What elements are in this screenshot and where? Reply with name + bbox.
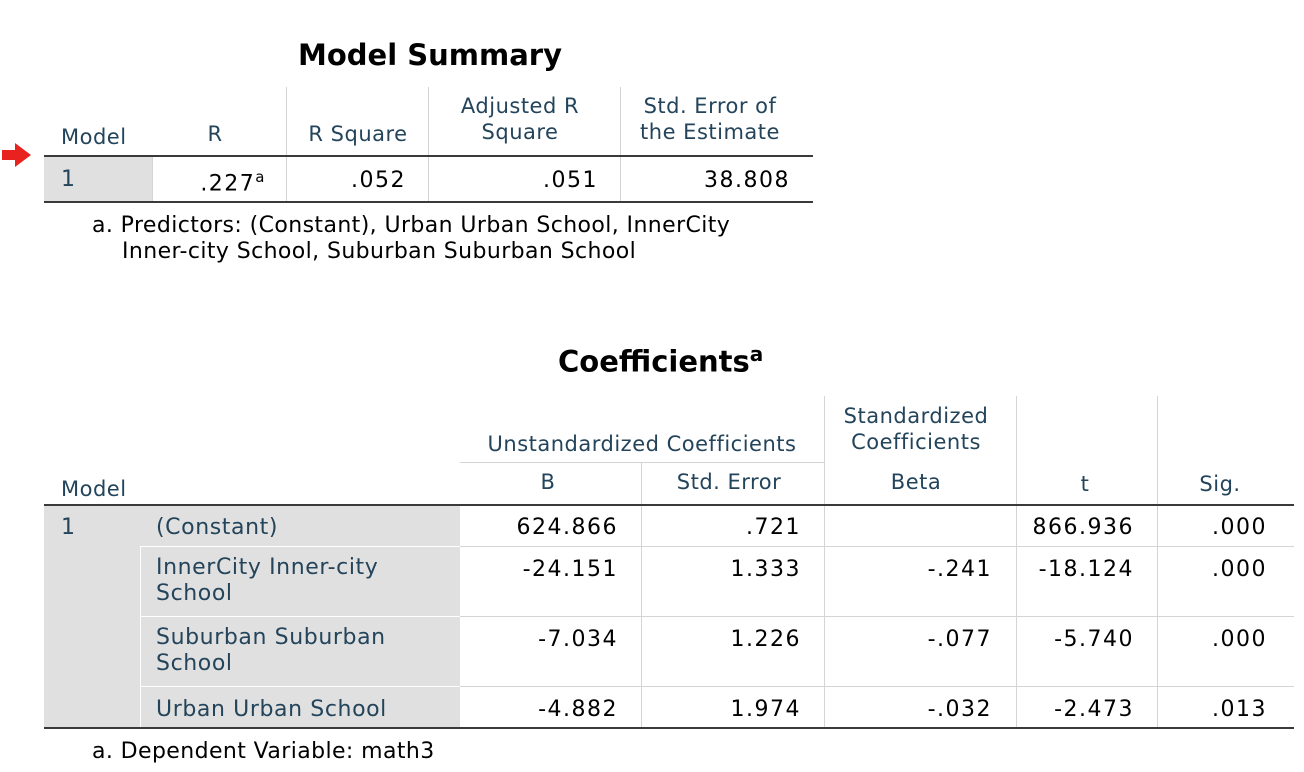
ms-header-rule [44,155,813,157]
coef-cell-b: -7.034 [538,627,618,652]
ms-footnote-line1: a. Predictors: (Constant), Urban Urban S… [92,213,731,238]
coef-header-std-error: Std. Error [676,470,782,494]
coef-header-divider [824,396,825,504]
coef-cell-std-error: .721 [746,515,801,540]
ms-value-r-square: .052 [351,168,406,193]
model-summary-title: Model Summary [298,38,562,72]
ms-row-divider [428,157,429,201]
coef-header-span-rule [460,462,824,463]
ms-model-cell-shade [44,157,152,201]
coef-row-rule [140,546,1294,547]
coef-header-b: B [540,470,556,494]
coef-cell-sig: .000 [1212,627,1267,652]
coef-cell-std-error: 1.226 [730,627,801,652]
coef-cell-sig: .000 [1212,557,1267,582]
ms-footnote: a. Predictors: (Constant), Urban Urban S… [92,213,730,265]
coef-cell-std-error: 1.333 [730,557,801,582]
coefficients-title: Coefficientsa [558,342,763,379]
coef-cell-t: -2.473 [1054,697,1134,722]
ms-value-r-footnote-mark: a [255,168,266,186]
coef-col-divider [1157,506,1158,727]
arrow-right-icon [2,143,31,167]
ms-bottom-rule [44,201,813,203]
coef-row-rule-shade [140,546,460,547]
ms-header-r: R [207,122,223,146]
coef-row-label: Suburban Suburban School [156,625,386,676]
coef-cell-b: 624.866 [516,515,618,540]
coefficients-title-text: Coefficients [558,344,750,379]
ms-header-divider [286,87,287,155]
coef-row-rule-shade [140,616,460,617]
coef-cell-t: 866.936 [1032,515,1134,540]
coef-header-divider [1157,396,1158,504]
coef-header-standardized: Standardized Coefficients [843,404,989,454]
ms-header-std-error: Std. Error of the Estimate [640,94,780,144]
coef-model-divider [140,546,141,727]
coef-row-label: (Constant) [156,515,279,540]
coef-cell-std-error: 1.974 [730,697,801,722]
coef-bottom-rule [44,727,1294,729]
coef-footnote: a. Dependent Variable: math3 [92,739,435,764]
coef-row-rule-shade [140,686,460,687]
coef-row-label: Urban Urban School [156,697,387,722]
coef-col-divider [824,506,825,727]
coef-header-divider [641,462,642,504]
coef-cell-t: -5.740 [1054,627,1134,652]
ms-header-divider [428,87,429,155]
ms-value-adjusted-r-square: .051 [543,168,598,193]
coef-row-rule [140,686,1294,687]
coef-cell-sig: .000 [1212,515,1267,540]
ms-value-r-number: .227 [200,171,256,197]
coef-cell-sig: .013 [1212,697,1267,722]
coef-header-rule [44,504,1294,506]
ms-row-model: 1 [61,167,76,192]
coef-cell-t: -18.124 [1038,557,1134,582]
coef-cell-b: -24.151 [522,557,618,582]
ms-header-adjusted-r-square: Adjusted R Square [460,94,580,144]
coef-row-rule [140,616,1294,617]
ms-header-model: Model [61,125,127,149]
coef-header-sig: Sig. [1199,472,1241,496]
coef-cell-beta: -.241 [927,557,992,582]
coef-cell-beta: -.077 [927,627,992,652]
coef-header-unstandardized: Unstandardized Coefficients [487,432,797,456]
ms-value-r: .227a [152,168,266,196]
coef-header-model: Model [61,477,127,501]
coef-cell-b: -4.882 [538,697,618,722]
coef-cell-beta: -.032 [927,697,992,722]
ms-header-divider [620,87,621,155]
ms-row-divider [286,157,287,201]
coef-header-t: t [1080,472,1090,496]
coef-col-divider [1016,506,1017,727]
coef-header-divider [1016,396,1017,504]
coef-header-beta: Beta [890,470,942,494]
ms-header-r-square: R Square [308,122,408,146]
ms-value-std-error: 38.808 [704,168,790,193]
coef-row-label: InnerCity Inner-city School [156,555,379,606]
coef-col-divider [641,506,642,727]
coefficients-title-footnote-mark: a [749,342,764,366]
ms-footnote-line2: Inner-city School, Suburban Suburban Sch… [122,239,637,264]
ms-row-divider [152,157,153,201]
coef-model-number: 1 [61,515,76,540]
ms-row-divider [620,157,621,201]
